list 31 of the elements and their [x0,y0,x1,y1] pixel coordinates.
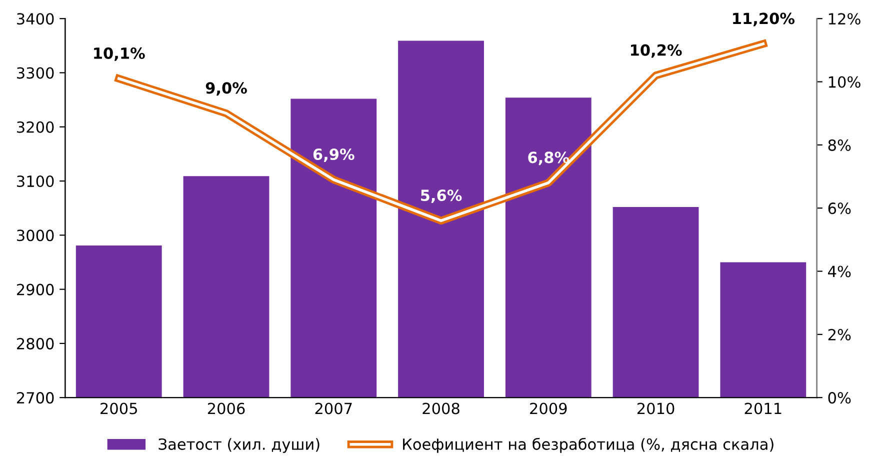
data-label: 5,6% [421,190,462,204]
y-tick-label: 3100 [17,175,54,188]
legend-label: Коефициент на безработица (%, дясна скала) [403,438,774,453]
x-tick-label: 2005 [100,402,137,414]
x-tick-label: 2006 [208,402,245,414]
data-label: 6,9% [313,148,354,162]
y-tick-label: 2700 [16,392,54,404]
y2-tick-label: 12% [828,13,860,25]
data-label: 11,20% [733,12,794,26]
y2-tick-label: 4% [828,266,851,278]
y-tick-label: 3300 [17,67,54,79]
x-tick-label: 2009 [530,402,567,414]
y2-tick-label: 2% [828,328,851,340]
y-tick-label: 2800 [16,338,54,350]
data-label: 6,8% [528,152,570,166]
x-tick-label: 2010 [637,402,674,414]
x-tick-label: 2008 [422,402,460,414]
x-tick-label: 2007 [315,402,352,414]
x-tick-label: 2011 [744,402,782,414]
data-label: 10,1% [94,47,145,61]
y-tick-label: 3400 [17,13,54,25]
y-tick-label: 3000 [17,230,54,242]
data-label: 10,2% [631,44,682,58]
y2-tick-label: 0% [828,392,851,404]
y2-tick-label: 8% [828,139,851,151]
y-tick-label: 3200 [17,121,54,133]
legend-label: Заетост (хил. души) [158,438,320,453]
y-tick-label: 2900 [16,284,54,296]
y2-tick-label: 6% [828,202,851,214]
data-label: 9,0% [206,82,247,96]
y2-tick-label: 10% [828,76,860,88]
